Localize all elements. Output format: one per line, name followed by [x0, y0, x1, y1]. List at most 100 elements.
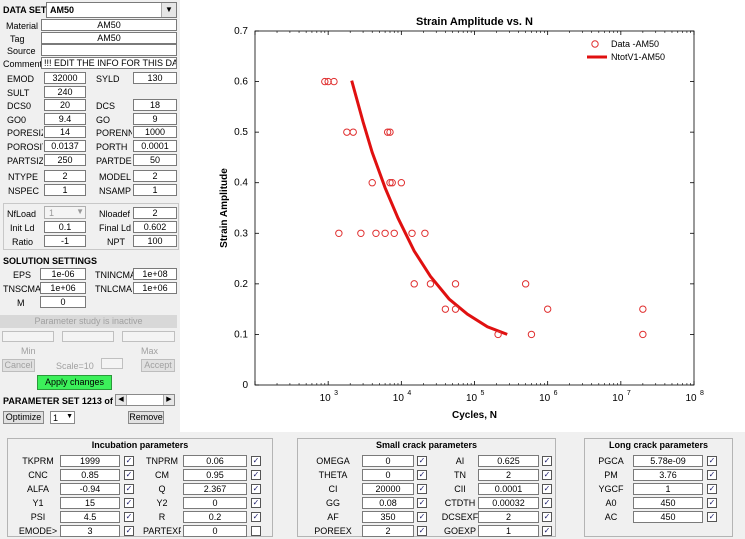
param-checkbox[interactable]: ✓ [251, 470, 261, 480]
remove-button[interactable]: Remove [128, 411, 164, 424]
param-field[interactable]: 0 [183, 497, 247, 509]
ratio-field[interactable]: -1 [44, 235, 86, 247]
param-field[interactable]: 20000 [362, 483, 414, 495]
material-field[interactable]: AM50 [41, 19, 177, 31]
init-ld-field[interactable]: 0.1 [44, 221, 86, 233]
param-checkbox[interactable]: ✓ [707, 484, 717, 494]
param-field[interactable]: 2 [362, 525, 414, 537]
param-field[interactable]: 250 [44, 154, 86, 166]
param-field[interactable]: 18 [133, 99, 177, 111]
param-field[interactable]: 0 [183, 525, 247, 537]
param-checkbox[interactable] [251, 526, 261, 536]
param-field[interactable]: 0.0137 [44, 140, 86, 152]
param-field[interactable]: 32000 [44, 72, 86, 84]
parameter-set-scrollbar[interactable]: ◀ ▶ [115, 394, 175, 406]
eps-field[interactable]: 1e-06 [40, 268, 86, 280]
tnlcma-field[interactable]: 1e+06 [133, 282, 177, 294]
param-field[interactable]: 0 [362, 455, 414, 467]
param-field[interactable]: 0.95 [183, 469, 247, 481]
param-field[interactable]: 5.78e-09 [633, 455, 703, 467]
nsamp-field[interactable]: 1 [133, 184, 177, 196]
param-field[interactable]: 0.00032 [478, 497, 539, 509]
param-field[interactable]: 14 [44, 126, 86, 138]
param-checkbox[interactable]: ✓ [251, 498, 261, 508]
param-field[interactable]: 1 [478, 525, 539, 537]
param-field[interactable]: 350 [362, 511, 414, 523]
param-field[interactable]: 50 [133, 154, 177, 166]
param-checkbox[interactable]: ✓ [251, 484, 261, 494]
param-checkbox[interactable]: ✓ [542, 484, 552, 494]
param-checkbox[interactable]: ✓ [417, 484, 427, 494]
data-set-select[interactable]: AM50 ▼ [46, 2, 177, 18]
param-field[interactable]: 1 [633, 483, 703, 495]
param-study-value-field[interactable] [62, 331, 114, 342]
param-field[interactable]: 20 [44, 99, 86, 111]
param-field[interactable]: 0.0001 [478, 483, 539, 495]
arrow-right-icon[interactable]: ▶ [163, 395, 174, 405]
param-checkbox[interactable]: ✓ [417, 526, 427, 536]
param-checkbox[interactable]: ✓ [707, 456, 717, 466]
param-checkbox[interactable]: ✓ [417, 456, 427, 466]
param-field[interactable]: 1000 [133, 126, 177, 138]
param-checkbox[interactable]: ✓ [124, 470, 134, 480]
param-checkbox[interactable]: ✓ [707, 470, 717, 480]
param-field[interactable]: 9 [133, 113, 177, 125]
param-field[interactable]: 2 [478, 511, 539, 523]
param-field[interactable]: -0.94 [60, 483, 120, 495]
param-checkbox[interactable]: ✓ [417, 470, 427, 480]
param-checkbox[interactable]: ✓ [251, 456, 261, 466]
param-checkbox[interactable]: ✓ [124, 484, 134, 494]
nspec-field[interactable]: 1 [44, 184, 86, 196]
param-checkbox[interactable]: ✓ [124, 512, 134, 522]
param-field[interactable]: 2 [478, 469, 539, 481]
param-field[interactable]: 450 [633, 497, 703, 509]
param-checkbox[interactable]: ✓ [251, 512, 261, 522]
param-field[interactable]: 130 [133, 72, 177, 84]
param-checkbox[interactable]: ✓ [707, 498, 717, 508]
param-field[interactable]: 0.2 [183, 511, 247, 523]
apply-changes-button[interactable]: Apply changes [37, 375, 112, 390]
tnscma-field[interactable]: 1e+06 [40, 282, 86, 294]
m-field[interactable]: 0 [40, 296, 86, 308]
param-field[interactable]: 0.85 [60, 469, 120, 481]
chevron-down-icon[interactable]: ▼ [161, 3, 176, 17]
optimize-button[interactable]: Optimize [3, 411, 44, 424]
param-field[interactable]: 3.76 [633, 469, 703, 481]
final-ld-field[interactable]: 0.602 [133, 221, 177, 233]
source-field[interactable] [41, 44, 177, 56]
param-field[interactable]: 0.0001 [133, 140, 177, 152]
param-checkbox[interactable]: ✓ [542, 512, 552, 522]
param-field[interactable]: 9.4 [44, 113, 86, 125]
param-checkbox[interactable]: ✓ [542, 470, 552, 480]
param-field[interactable]: 0.06 [183, 455, 247, 467]
param-field[interactable]: 450 [633, 511, 703, 523]
param-study-max-field[interactable] [122, 331, 175, 342]
param-field[interactable]: 0.625 [478, 455, 539, 467]
param-field[interactable]: 0.08 [362, 497, 414, 509]
npt-field[interactable]: 100 [133, 235, 177, 247]
param-study-min-field[interactable] [2, 331, 54, 342]
param-field[interactable]: 4.5 [60, 511, 120, 523]
arrow-left-icon[interactable]: ◀ [116, 395, 127, 405]
ntype-field[interactable]: 2 [44, 170, 86, 182]
scale-field[interactable] [101, 358, 123, 369]
param-field[interactable]: 15 [60, 497, 120, 509]
param-checkbox[interactable]: ✓ [542, 456, 552, 466]
comment-field[interactable]: !!! EDIT THE INFO FOR THIS DAT [41, 57, 177, 69]
cancel-button[interactable]: Cancel [2, 359, 35, 372]
param-field[interactable]: 240 [44, 86, 86, 98]
param-checkbox[interactable]: ✓ [542, 526, 552, 536]
param-field[interactable]: 3 [60, 525, 120, 537]
tnincma-field[interactable]: 1e+08 [133, 268, 177, 280]
param-field[interactable]: 2.367 [183, 483, 247, 495]
param-field[interactable]: 1999 [60, 455, 120, 467]
param-checkbox[interactable]: ✓ [542, 498, 552, 508]
param-checkbox[interactable]: ✓ [124, 526, 134, 536]
param-checkbox[interactable]: ✓ [124, 456, 134, 466]
model-field[interactable]: 2 [133, 170, 177, 182]
param-checkbox[interactable]: ✓ [124, 498, 134, 508]
param-field[interactable]: 0 [362, 469, 414, 481]
tag-field[interactable]: AM50 [41, 32, 177, 44]
param-checkbox[interactable]: ✓ [417, 498, 427, 508]
accept-button[interactable]: Accept [141, 359, 175, 372]
